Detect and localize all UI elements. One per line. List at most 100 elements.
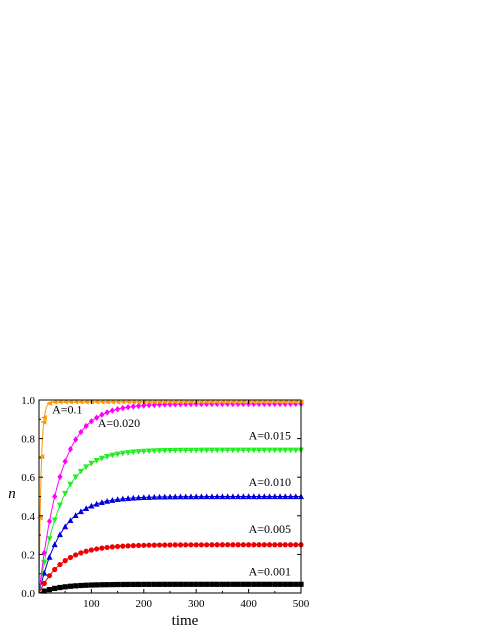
series-2 (38, 493, 304, 594)
data-point (73, 436, 79, 443)
data-point (135, 449, 142, 455)
data-point (67, 583, 74, 589)
data-point (135, 542, 142, 549)
data-point (224, 493, 231, 500)
x-tick-label: 500 (293, 598, 310, 610)
data-point (213, 399, 220, 405)
y-tick-label: 0.2 (21, 549, 35, 561)
data-point (62, 523, 69, 530)
data-point (67, 481, 74, 488)
data-point (119, 495, 126, 502)
data-point (62, 558, 68, 564)
data-point (145, 399, 152, 405)
data-point (130, 581, 136, 588)
data-point (177, 493, 184, 500)
data-point (156, 399, 163, 405)
data-point (266, 581, 273, 587)
data-point (203, 493, 210, 500)
data-point (51, 517, 58, 524)
data-point (224, 447, 231, 454)
data-point (182, 399, 189, 405)
data-point (229, 447, 236, 454)
data-point (187, 447, 194, 454)
data-point (88, 460, 95, 467)
data-point (83, 464, 90, 471)
data-point (99, 545, 105, 551)
data-point (67, 399, 74, 405)
data-point (104, 497, 111, 504)
data-point (83, 582, 89, 588)
data-point (256, 493, 263, 500)
data-point (62, 458, 68, 465)
curve-label: A=0.1 (52, 403, 82, 417)
data-point (83, 548, 89, 554)
data-point (214, 581, 220, 587)
data-point (230, 542, 236, 548)
data-point (141, 542, 147, 548)
curve-label: A=0.001 (249, 565, 291, 579)
x-tick-label: 400 (240, 598, 257, 610)
series-5 (36, 399, 304, 594)
y-tick-label: 0.6 (21, 472, 35, 484)
data-point (182, 447, 189, 454)
x-tick-label: 300 (188, 598, 205, 610)
data-point (130, 449, 137, 456)
data-point (40, 419, 47, 425)
data-point (266, 542, 273, 548)
data-point (193, 581, 199, 587)
data-point (234, 399, 241, 405)
data-point (266, 399, 273, 405)
data-point (151, 581, 157, 587)
data-point (57, 584, 63, 591)
data-point (119, 399, 126, 405)
data-point (52, 493, 58, 500)
data-point (177, 542, 184, 548)
data-point (235, 447, 242, 454)
data-point (214, 493, 221, 500)
data-point (56, 531, 63, 538)
data-point (46, 518, 53, 525)
data-point (41, 588, 47, 594)
data-point (172, 493, 179, 500)
data-point (287, 581, 294, 587)
data-point (114, 399, 121, 405)
data-point (219, 493, 226, 500)
data-point (167, 542, 173, 548)
data-point (109, 407, 115, 414)
data-point (277, 542, 283, 548)
data-point (250, 447, 257, 454)
data-point (272, 542, 278, 548)
curve-label: A=0.020 (98, 416, 140, 430)
data-point (78, 582, 84, 589)
data-point (120, 404, 126, 412)
data-point (277, 400, 283, 408)
data-point (219, 399, 225, 405)
data-point (88, 418, 94, 425)
data-point (193, 447, 200, 454)
data-point (266, 447, 273, 454)
data-point (146, 542, 152, 548)
data-point (277, 493, 284, 500)
data-point (193, 493, 200, 500)
data-point (94, 582, 100, 588)
data-point (98, 399, 105, 405)
data-point (130, 403, 136, 410)
data-point (98, 455, 105, 462)
data-point (115, 543, 121, 550)
data-point (240, 447, 247, 454)
data-point (130, 399, 136, 405)
data-point (261, 399, 267, 405)
data-point (208, 493, 215, 500)
data-point (229, 399, 236, 405)
data-point (172, 581, 178, 587)
data-point (230, 581, 236, 587)
data-point (271, 493, 278, 500)
data-point (99, 411, 105, 418)
data-point (104, 409, 110, 416)
series-layer (36, 399, 304, 594)
data-point (167, 493, 173, 500)
data-point (156, 448, 163, 454)
data-point (214, 447, 221, 454)
data-point (219, 447, 226, 454)
